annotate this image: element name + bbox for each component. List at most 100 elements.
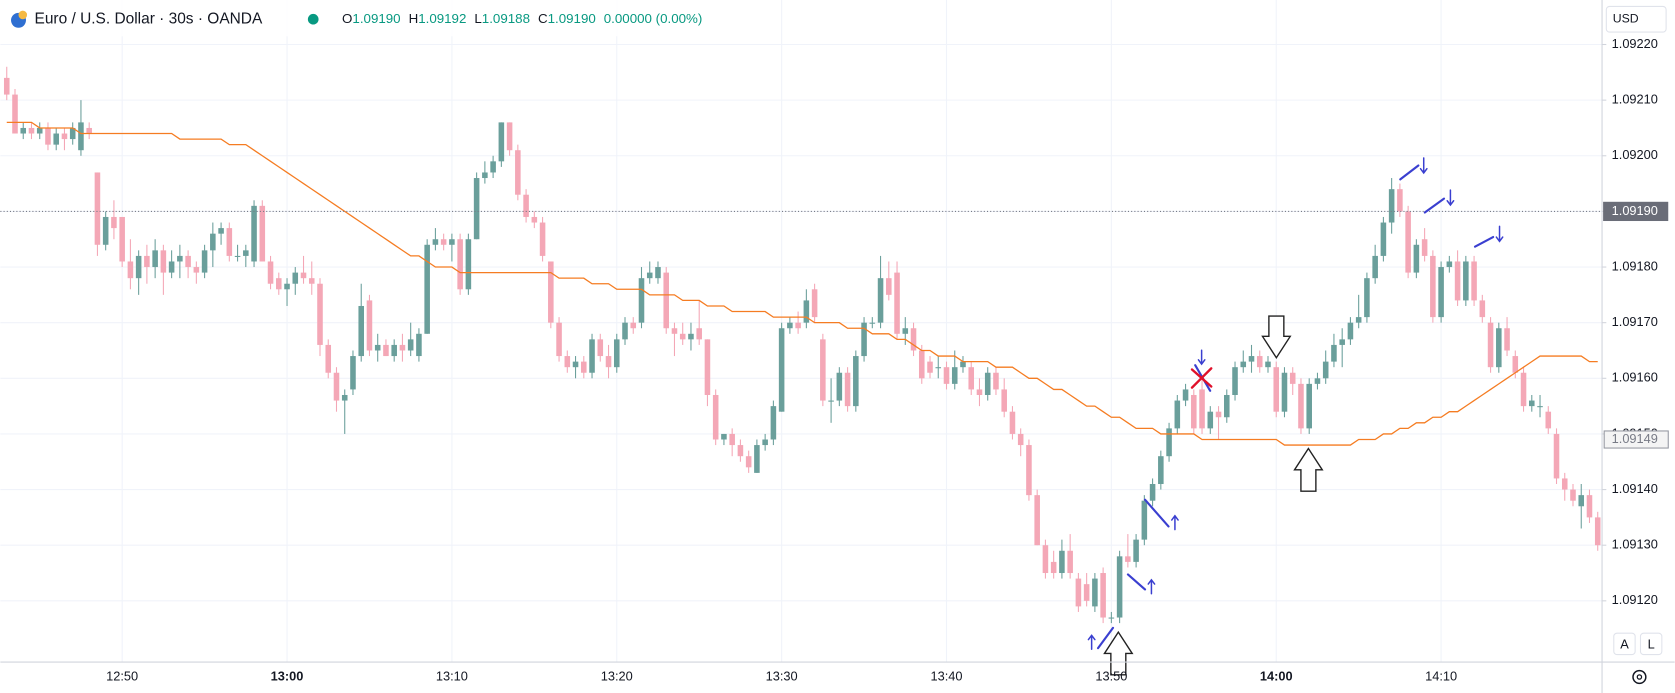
candle-body xyxy=(762,439,768,446)
candle-body xyxy=(276,278,282,290)
candle-body xyxy=(696,328,702,340)
settings-gear[interactable] xyxy=(1632,669,1647,685)
drawn-line xyxy=(1126,573,1147,591)
candle-body xyxy=(754,445,760,473)
ohlc-value: 1.09188 xyxy=(482,11,530,26)
auto-scale-label[interactable]: A xyxy=(1620,636,1629,651)
candle-body xyxy=(877,278,884,323)
candle-body xyxy=(399,344,406,351)
small-arrow xyxy=(1419,157,1428,175)
candle-body xyxy=(1397,189,1403,212)
candle-body xyxy=(1496,328,1502,368)
currency-label[interactable]: USD xyxy=(1613,11,1639,25)
candle-body xyxy=(836,372,843,401)
candle-body xyxy=(721,433,727,440)
candle-body xyxy=(193,267,200,273)
candle-body xyxy=(1199,389,1205,429)
candle-body xyxy=(341,394,348,401)
candle-body xyxy=(1520,372,1527,407)
candle-body xyxy=(20,127,27,134)
candle-body xyxy=(622,322,628,340)
candle-body xyxy=(358,305,364,357)
candle-body xyxy=(432,239,439,245)
candle-body xyxy=(548,261,554,323)
candle-body xyxy=(1207,411,1214,429)
candle-body xyxy=(1141,500,1148,540)
currency-button[interactable] xyxy=(1605,5,1667,33)
candle-body xyxy=(1092,578,1098,607)
candle-body xyxy=(127,261,134,279)
settings-button[interactable] xyxy=(1632,669,1647,685)
candle-body xyxy=(308,278,315,284)
candle-body xyxy=(1273,367,1280,412)
x-tick-label: 12:50 xyxy=(106,668,138,683)
small-arrow xyxy=(1495,225,1504,243)
header-backdrop xyxy=(0,0,727,37)
up-arrow-marker xyxy=(1103,630,1134,676)
candle-body xyxy=(1561,478,1568,490)
small-arrow xyxy=(1170,514,1179,531)
y-tick-label: 1.09140 xyxy=(1612,481,1658,496)
candle-body xyxy=(1347,322,1354,340)
candle-body xyxy=(498,122,505,162)
candle-body xyxy=(1479,300,1486,318)
candle-body xyxy=(613,339,620,368)
candle-body xyxy=(36,127,43,134)
candle-body xyxy=(28,127,35,134)
candle-body xyxy=(844,372,851,407)
candle-body xyxy=(951,367,958,384)
drawn-line xyxy=(1143,498,1170,528)
candle-body xyxy=(894,272,900,334)
candle-body xyxy=(416,333,422,357)
candle-body xyxy=(144,255,150,268)
candle-body xyxy=(1191,394,1197,429)
candle-body xyxy=(168,261,175,273)
candle-body xyxy=(927,361,933,373)
candle-body xyxy=(1059,550,1065,574)
log-scale-label[interactable]: L xyxy=(1648,636,1655,651)
candle-body xyxy=(1256,356,1263,368)
candle-body xyxy=(556,322,562,357)
candle-body xyxy=(243,250,249,256)
settings-gear-hub[interactable] xyxy=(1636,674,1643,680)
candle-body xyxy=(53,133,59,145)
candle-body xyxy=(688,333,694,340)
log-scale-button[interactable] xyxy=(1639,632,1663,656)
up-arrow-marker xyxy=(1293,447,1324,492)
candle-body xyxy=(490,161,496,173)
candle-body xyxy=(1017,433,1024,446)
candle-body xyxy=(1232,367,1238,395)
ohlc-key: H xyxy=(409,11,419,26)
candle-body xyxy=(226,228,233,256)
candle-body xyxy=(1512,356,1519,373)
candle-body xyxy=(679,333,686,340)
candle-body xyxy=(160,250,167,273)
candle-body xyxy=(1438,267,1444,318)
auto-scale-button[interactable] xyxy=(1613,632,1636,656)
candle-body xyxy=(1463,261,1469,301)
ohlc-value: 1.09190 xyxy=(548,11,596,26)
candle-body xyxy=(935,367,942,369)
candle-body xyxy=(1133,539,1139,562)
candle-body xyxy=(251,205,257,262)
candle-body xyxy=(918,350,925,379)
candle-body xyxy=(795,322,801,329)
ma-price-label: 1.09149 xyxy=(1612,431,1658,446)
candle-body xyxy=(440,239,447,245)
candle-body xyxy=(152,250,158,268)
candle-body xyxy=(1537,406,1543,408)
candle-body xyxy=(646,272,653,279)
candle-body xyxy=(572,361,579,368)
x-tick-label: 14:00 xyxy=(1260,668,1293,683)
candle-body xyxy=(45,127,51,145)
candle-body xyxy=(1067,550,1073,574)
candle-body xyxy=(910,328,917,351)
candle-body xyxy=(515,150,521,195)
candle-body xyxy=(1594,517,1601,546)
candle-body xyxy=(1289,372,1296,384)
candle-body xyxy=(1182,389,1189,401)
candle-body xyxy=(737,445,744,457)
candle-body xyxy=(531,216,538,223)
